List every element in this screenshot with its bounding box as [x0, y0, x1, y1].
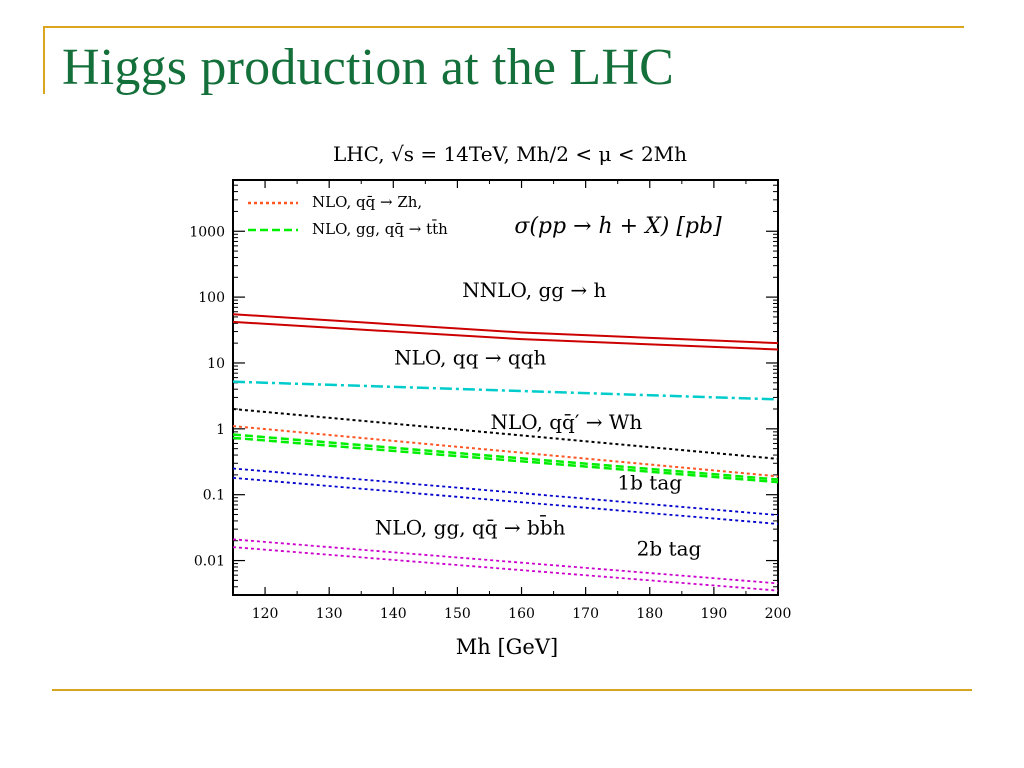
y-tick-label: 100 — [198, 290, 225, 306]
y-tick-label: 0.1 — [203, 488, 225, 504]
curve-label-5: NLO, gg, qq̄ → bb̄h — [375, 514, 566, 539]
series-line-6 — [232, 433, 779, 481]
x-tick-label: 200 — [765, 606, 792, 622]
series-line-11 — [232, 546, 779, 592]
x-tick-label: 160 — [508, 606, 535, 622]
x-axis-label: Mh [GeV] — [456, 635, 558, 659]
bottom-accent-rule — [52, 689, 972, 691]
chart-annotation: σ(pp → h + X) [pb] — [514, 214, 722, 239]
x-tick-label: 190 — [701, 606, 728, 622]
legend-label-1: NLO, qq̄ → Zh, — [312, 193, 422, 211]
x-tick-label: 150 — [444, 606, 471, 622]
y-tick-label: 10 — [207, 356, 225, 372]
series-line-8 — [232, 467, 779, 517]
x-tick-label: 180 — [636, 606, 663, 622]
series-line-9 — [232, 476, 779, 525]
curve-label-2: NLO, qq → qqh — [394, 345, 546, 369]
plot-frame — [232, 179, 779, 596]
top-accent-rule — [45, 26, 964, 28]
curve-label-6: 2b tag — [637, 536, 702, 560]
series-line-4 — [232, 408, 779, 460]
x-tick-label: 140 — [380, 606, 407, 622]
legend-label-2: NLO, gg, qq̄ → tt̄h — [312, 220, 448, 238]
x-tick-label: 130 — [316, 606, 343, 622]
chart-title: LHC, √s = 14TeV, Mh/2 < μ < 2Mh — [333, 142, 687, 166]
y-tick-label: 1000 — [189, 224, 225, 240]
series-line-7 — [232, 436, 779, 484]
curve-label-3: NLO, qq̄′ → Wh — [491, 410, 643, 434]
plot-area: 120 130 140 150 160 170 180 190 200 1000 100 10 1 0.1… — [189, 179, 792, 622]
slide-title: Higgs production at the LHC — [62, 39, 674, 96]
curve-label-1: NNLO, gg → h — [462, 278, 606, 302]
left-accent-rule — [43, 26, 45, 94]
curve-label-4: 1b tag — [617, 470, 682, 494]
x-tick-label: 120 — [252, 606, 279, 622]
series-line-1 — [232, 313, 779, 345]
series-line-5 — [232, 425, 779, 478]
curve-labels: NNLO, gg → h NLO, qq → qqh NLO, qq̄′ → Wh 1… — [375, 278, 702, 560]
x-tick-label: 170 — [572, 606, 599, 622]
series-line-2 — [232, 320, 779, 351]
y-tick-label: 0.01 — [194, 554, 225, 570]
series-line-3 — [232, 380, 779, 401]
series-line-10 — [232, 538, 779, 585]
y-tick-label: 1 — [216, 422, 225, 438]
legend: NLO, qq̄ → Zh, NLO, gg, qq̄ → tt̄h — [248, 193, 448, 238]
